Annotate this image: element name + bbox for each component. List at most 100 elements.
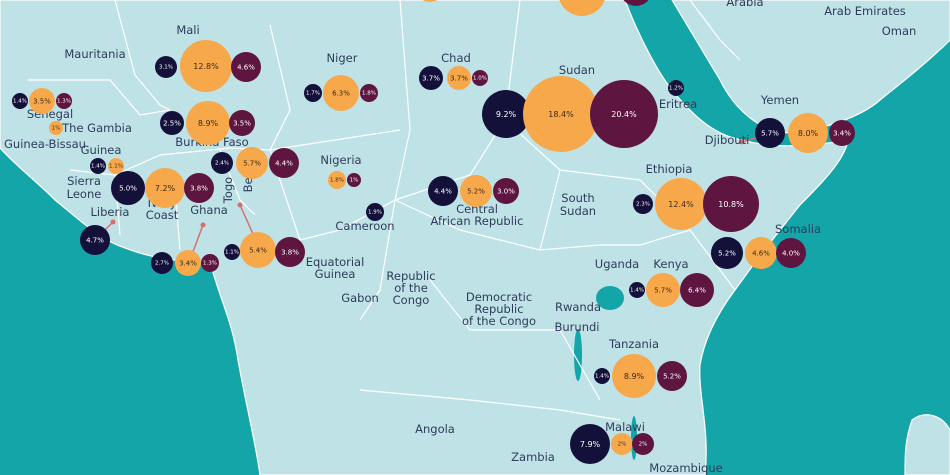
partial-bubble-purple xyxy=(623,0,649,6)
bubble: 4.7% xyxy=(80,225,110,255)
bubble-circle xyxy=(594,368,610,384)
bubble: 5.2% xyxy=(657,361,687,391)
bubble-value-label: 5.2% xyxy=(467,188,485,196)
label-zambia: Zambia xyxy=(511,450,555,464)
bubble: 3.8% xyxy=(184,173,214,203)
bubble-value-label: 1.4% xyxy=(91,164,105,170)
bubble-value-label: 1.4% xyxy=(595,374,609,380)
partial-bubble-orange-2 xyxy=(422,0,438,2)
label-sierra-leone-1: Sierra xyxy=(67,174,101,188)
label-car-1: Central xyxy=(456,202,498,216)
bubble-circle xyxy=(240,232,276,268)
bubble-circle xyxy=(56,93,72,109)
bubble-circle xyxy=(428,176,458,206)
bubble: 4.4% xyxy=(428,176,458,206)
bubble: 1% xyxy=(49,121,63,135)
bubble-value-label: 3.4% xyxy=(179,260,197,268)
bubble-circle xyxy=(201,254,219,272)
label-liberia: Liberia xyxy=(91,205,130,219)
bubble-circle xyxy=(493,178,519,204)
bubble-circle xyxy=(175,250,201,276)
label-ethiopia: Ethiopia xyxy=(646,162,693,176)
bubble-value-label: 2.5% xyxy=(163,120,181,128)
bubble: 6.4% xyxy=(680,273,714,307)
bubble-value-label: 1.1% xyxy=(109,164,123,170)
bubble: 1.4% xyxy=(594,368,610,384)
bubble-value-label: 18.4% xyxy=(548,110,574,119)
label-burundi: Burundi xyxy=(555,320,600,334)
bubble-circle xyxy=(323,75,359,111)
bubble: 3.7% xyxy=(419,66,443,90)
bubble-value-label: 3.0% xyxy=(497,188,515,196)
bubble-circle xyxy=(472,70,488,86)
bubble-value-label: 5.4% xyxy=(249,247,267,255)
bubble: 7.2% xyxy=(145,168,185,208)
bubble-circle xyxy=(49,121,63,135)
bubble-value-label: 5.2% xyxy=(718,250,736,258)
bubble-value-label: 3.7% xyxy=(422,75,440,83)
border-mali-niger xyxy=(269,24,291,151)
label-mauritania: Mauritania xyxy=(64,47,125,61)
label-drc-3: of the Congo xyxy=(462,314,536,328)
bubble-circle xyxy=(632,433,654,455)
bubble-value-label: 10.8% xyxy=(718,200,744,209)
label-guinea: Guinea xyxy=(81,143,122,157)
bubble: 1.4% xyxy=(90,158,106,174)
arabia-landmass xyxy=(671,0,950,134)
bubble: 1.8% xyxy=(360,84,378,102)
bubble: 3.1% xyxy=(155,56,177,78)
bubble-circle xyxy=(629,282,645,298)
label-ghana: Ghana xyxy=(190,203,228,217)
bubble-value-label: 2.4% xyxy=(215,161,229,167)
label-cameroon: Cameroon xyxy=(335,219,394,233)
bubble-value-label: 4.6% xyxy=(237,64,255,72)
bubble-value-label: 1.2% xyxy=(669,86,683,92)
bubble: 18.4% xyxy=(523,76,599,152)
bubble-value-label: 5.7% xyxy=(761,130,779,138)
bubble-circle xyxy=(447,66,471,90)
bubble-circle xyxy=(788,113,828,153)
bubble-circle xyxy=(680,273,714,307)
bubble-circle xyxy=(776,238,806,268)
leader-dot-ghana xyxy=(200,222,206,228)
bubble-circle xyxy=(145,168,185,208)
bubble-value-label: 3.5% xyxy=(233,120,251,128)
bubble: 1.3% xyxy=(56,93,72,109)
label-uae: Arab Emirates xyxy=(824,4,906,18)
bubble-value-label: 3.4% xyxy=(833,130,851,138)
lake-victoria xyxy=(596,286,624,310)
bubble: 1.0% xyxy=(472,70,488,86)
label-drc-1: Democratic xyxy=(466,290,532,304)
label-oman: Oman xyxy=(882,24,917,38)
label-south-sudan-1: South xyxy=(561,191,594,205)
bubble: 3.0% xyxy=(493,178,519,204)
bubble-circle xyxy=(90,158,106,174)
bubble-circle xyxy=(829,120,855,146)
bubble-value-label: 2% xyxy=(618,442,627,448)
label-ivory-coast-2: Coast xyxy=(146,208,179,222)
label-uganda: Uganda xyxy=(595,257,639,271)
border-mauritania-mali xyxy=(114,0,171,111)
label-chad: Chad xyxy=(441,51,471,65)
label-yemen: Yemen xyxy=(760,93,799,107)
bubble-circle xyxy=(523,76,599,152)
bubble-circle xyxy=(755,118,785,148)
partial-bubble-orange xyxy=(559,0,605,16)
label-sudan: Sudan xyxy=(559,63,595,77)
bubble-circle xyxy=(236,147,268,179)
bubble-value-label: 4.6% xyxy=(752,250,770,258)
bubble: 1.2% xyxy=(668,80,684,96)
bubble: 2.3% xyxy=(633,194,653,214)
label-djibouti: Djibouti xyxy=(705,133,750,147)
bubble: 1.8% xyxy=(328,171,346,189)
bubble: 1% xyxy=(347,173,361,187)
bubble: 1.7% xyxy=(304,84,322,102)
bubble: 5.2% xyxy=(711,237,743,269)
label-eq-guinea-2: Guinea xyxy=(315,267,356,281)
bubble-value-label: 12.8% xyxy=(193,62,219,71)
bubble: 12.8% xyxy=(180,40,232,92)
bubble-value-label: 1.0% xyxy=(473,76,487,82)
bubble: 10.8% xyxy=(703,176,759,232)
bubble: 8.9% xyxy=(612,354,656,398)
bubble-circle xyxy=(703,176,759,232)
